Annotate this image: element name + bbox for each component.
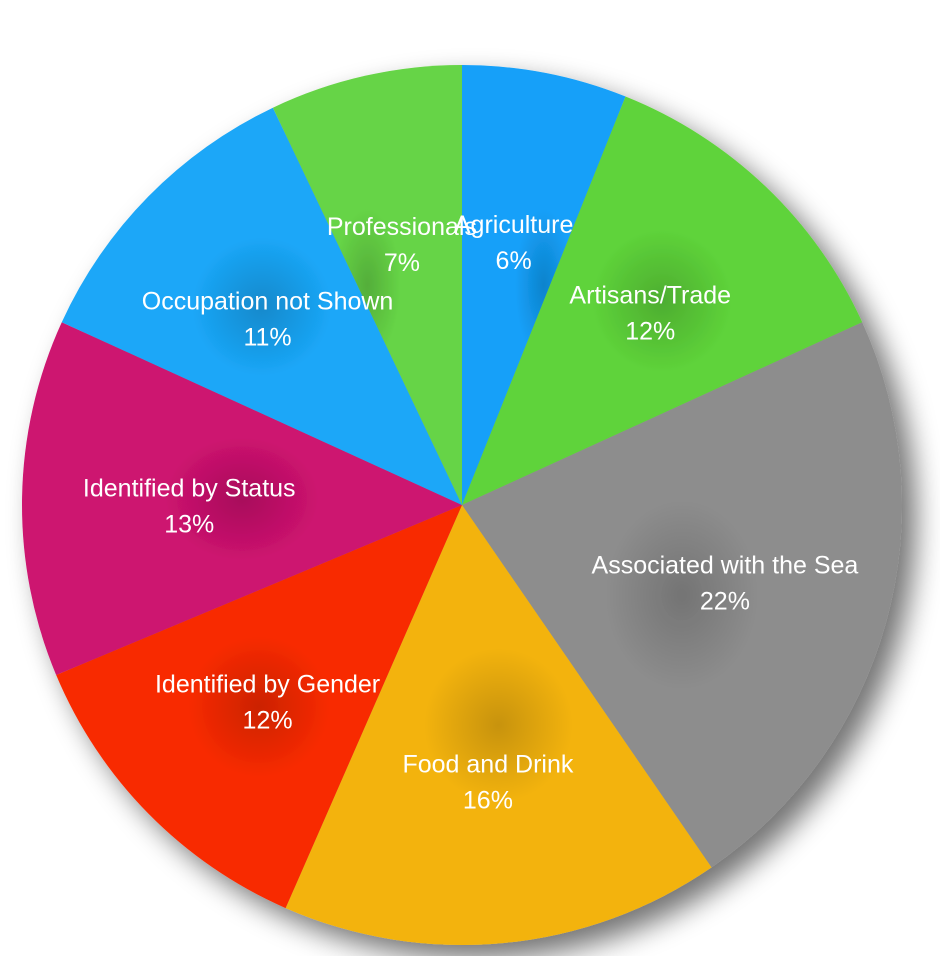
slice-label-food-and-drink: Food and Drink: [402, 751, 573, 779]
slice-value-identified-by-gender: 12%: [243, 706, 293, 734]
slice-value-occupation-not-shown: 11%: [243, 324, 291, 352]
pie-slice-shade-artisans-trade: [462, 96, 863, 505]
pie-slice-shade-professionals: [272, 65, 462, 505]
pie-slice-shade-agriculture: [462, 65, 626, 505]
slice-value-food-and-drink: 16%: [463, 787, 513, 815]
pie-slice-shade-associated-with-the-sea: [462, 322, 903, 868]
slice-value-professionals: 7%: [384, 249, 420, 277]
slice-value-artisans-trade: 12%: [625, 318, 675, 346]
slice-label-agriculture: Agriculture: [454, 211, 574, 239]
slice-label-professionals: Professionals: [327, 213, 477, 241]
slice-label-identified-by-status: Identified by Status: [83, 475, 296, 503]
slice-value-identified-by-status: 13%: [164, 511, 214, 539]
pie-slice-shade-identified-by-gender: [56, 505, 462, 909]
slice-label-identified-by-gender: Identified by Gender: [155, 670, 380, 698]
pie-slices: [21, 65, 903, 945]
slice-label-occupation-not-shown: Occupation not Shown: [142, 288, 394, 316]
pie-slice-shade-food-and-drink: [285, 505, 712, 945]
slice-label-artisans-trade: Artisans/Trade: [569, 282, 731, 310]
pie-labels: Agriculture 6% Artisans/Trade 12% Associated…: [83, 211, 859, 814]
slice-label-associated-with-the-sea: Associated with the Sea: [592, 552, 859, 580]
pie-slice-shade-occupation-not-shown: [61, 107, 462, 505]
slice-value-agriculture: 6%: [496, 247, 532, 275]
pie-slice-shade-identified-by-status: [21, 322, 462, 675]
slice-value-associated-with-the-sea: 22%: [700, 588, 750, 616]
